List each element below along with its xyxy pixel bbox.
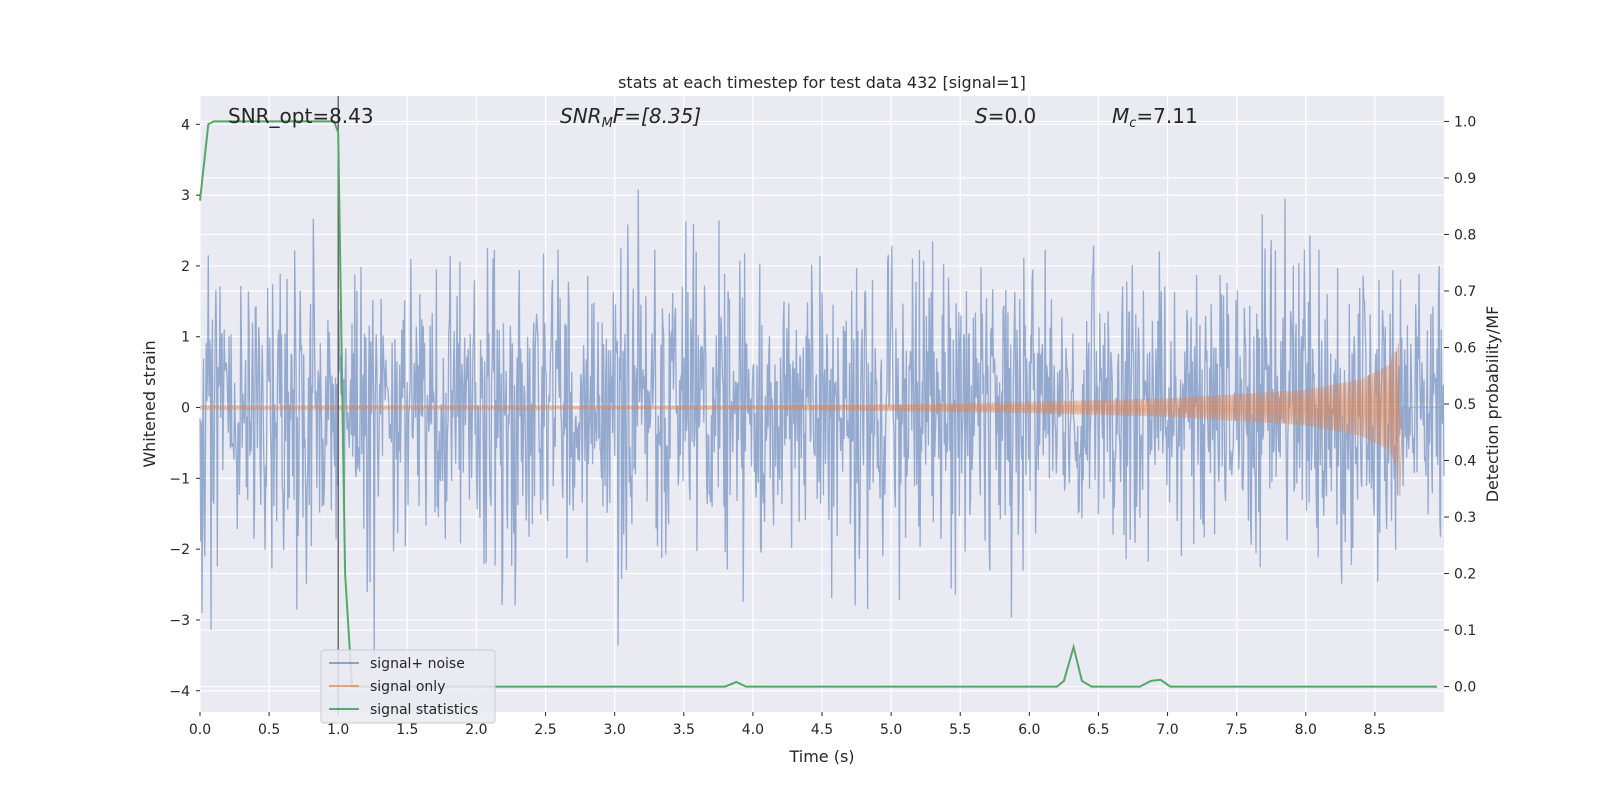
legend-label-signal-noise: signal+ noise [370, 656, 465, 672]
y-axis-label: Whitened strain [140, 340, 159, 467]
legend-box [320, 649, 496, 724]
y-tick-label: −1 [169, 471, 190, 487]
y-right-tick-label: 0.3 [1454, 510, 1476, 526]
x-axis-label: Time (s) [788, 747, 854, 766]
signal-noise-line [199, 189, 1445, 657]
x-tick-label: 5.5 [949, 722, 971, 738]
y-tick-label: 2 [181, 259, 190, 275]
x-tick-label: 1.0 [327, 722, 349, 738]
x-tick-label: 1.5 [396, 722, 418, 738]
annotation-snr-mf: SNRMF=[8.35] [560, 104, 701, 131]
x-tick-label: 2.5 [534, 722, 556, 738]
x-tick-label: 4.0 [742, 722, 764, 738]
signal-statistics-line [199, 120, 1438, 688]
signal-noise-series [199, 189, 1445, 657]
legend: signal+ noise signal only signal statist… [320, 649, 496, 724]
legend-label-signal-statistics: signal statistics [370, 702, 478, 718]
y-tick-label: −2 [169, 542, 190, 558]
signal-statistics-series [199, 120, 1438, 688]
y-tick-label: −3 [169, 613, 190, 629]
x-tick-label: 7.5 [1226, 722, 1248, 738]
y-right-tick-label: 0.6 [1454, 340, 1476, 356]
signal-only-line [199, 343, 1444, 497]
y-right-axis-label: Detection probability/MF [1483, 306, 1502, 503]
chart-title: stats at each timestep for test data 432… [618, 73, 1026, 92]
y-right-tick-label: 0.1 [1454, 623, 1476, 639]
y-right-tick-label: 0.2 [1454, 567, 1476, 583]
legend-label-signal-only: signal only [370, 679, 445, 695]
y-tick-label: 1 [181, 330, 190, 346]
y-right-tick-label: 0.8 [1454, 227, 1476, 243]
x-tick-label: 0.5 [258, 722, 280, 738]
signal-only-series [199, 343, 1444, 497]
y-right-tick-label: 1.0 [1454, 114, 1476, 130]
x-tick-label: 2.0 [465, 722, 487, 738]
y-right-tick-label: 0.7 [1454, 284, 1476, 300]
x-tick-label: 8.0 [1295, 722, 1317, 738]
x-tick-label: 6.0 [1018, 722, 1040, 738]
x-tick-label: 3.0 [604, 722, 626, 738]
y-tick-label: 0 [181, 401, 190, 417]
y-right-tick-label: 0.0 [1454, 680, 1476, 696]
x-tick-label: 6.5 [1087, 722, 1109, 738]
y-right-tick-label: 0.9 [1454, 171, 1476, 187]
x-tick-label: 4.5 [811, 722, 833, 738]
y-tick-label: 4 [181, 117, 190, 133]
x-tick-label: 8.5 [1364, 722, 1386, 738]
x-tick-label: 3.5 [673, 722, 695, 738]
y-right-axis-ticks: 1.0 0.9 0.8 0.7 0.6 0.5 0.4 0.3 0.2 0.1 0.0 [1444, 114, 1476, 696]
x-tick-label: 7.0 [1156, 722, 1178, 738]
y-right-tick-label: 0.5 [1454, 397, 1476, 413]
y-tick-label: −4 [169, 684, 190, 700]
annotation-snr-opt: SNR_opt=8.43 [228, 104, 374, 128]
annotation-s: S=0.0 [975, 104, 1036, 128]
y-tick-label: 3 [181, 188, 190, 204]
x-axis-ticks: 0.0 0.5 1.0 1.5 2.0 2.5 3.0 3.5 4.0 4.5 5.0 5.5 6.0 6… [189, 712, 1386, 738]
x-tick-label: 0.0 [189, 722, 211, 738]
x-tick-label: 5.0 [880, 722, 902, 738]
y-axis-ticks: 4 3 2 1 0 −1 −2 −3 −4 [169, 117, 200, 700]
y-right-tick-label: 0.4 [1454, 454, 1476, 470]
annotation-mc: Mc=7.11 [1112, 104, 1198, 131]
